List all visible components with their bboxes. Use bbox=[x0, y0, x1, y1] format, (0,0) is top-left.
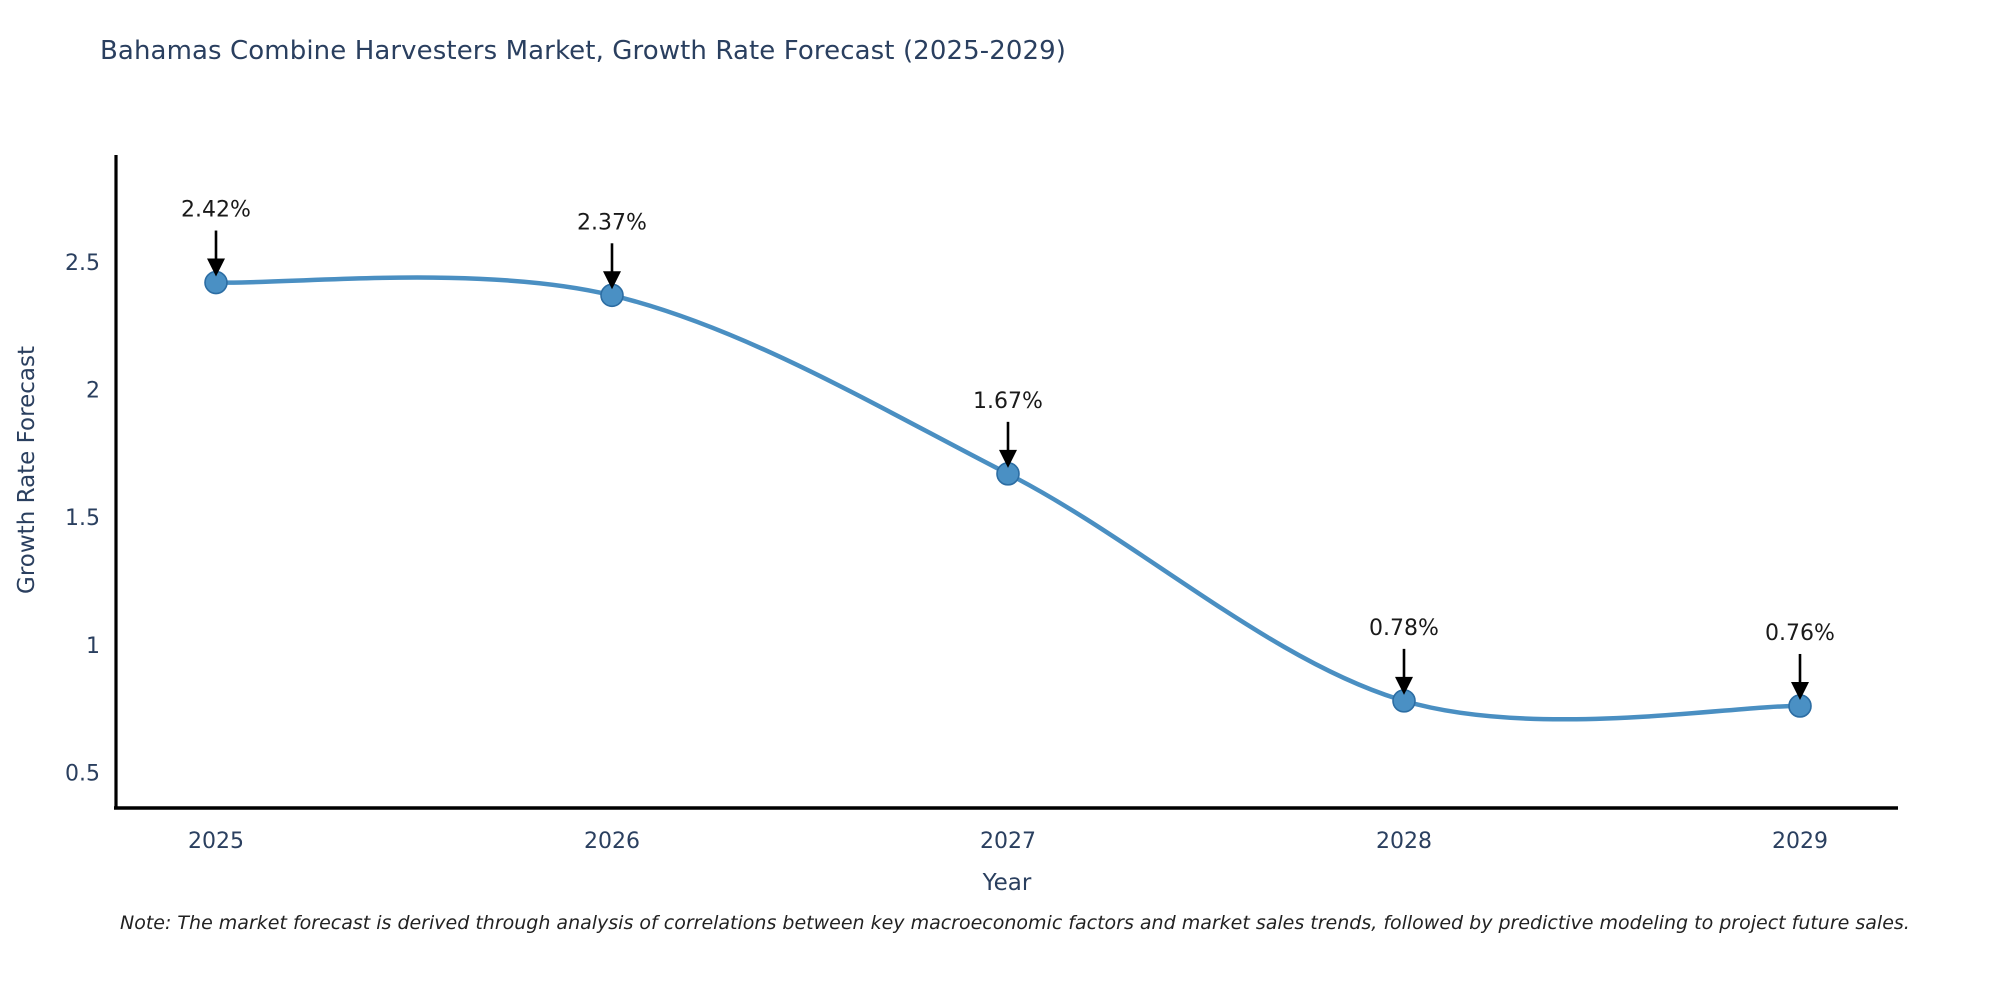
data-point-label: 0.76% bbox=[1765, 621, 1835, 646]
data-point-label: 1.67% bbox=[973, 389, 1043, 414]
y-tick-label: 1.5 bbox=[65, 506, 100, 531]
data-point-annotations: 2.42% 2.37% 1.67% 0.78% 0.76% bbox=[181, 198, 1835, 700]
chart-title: Bahamas Combine Harvesters Market, Growt… bbox=[100, 36, 1067, 66]
x-tick-label: 2028 bbox=[1376, 829, 1432, 854]
chart-note: Note: The market forecast is derived thr… bbox=[120, 912, 1910, 934]
annotation-arrow-head bbox=[603, 271, 621, 290]
data-point-label: 0.78% bbox=[1369, 616, 1439, 641]
annotation-arrow-head bbox=[999, 449, 1017, 468]
x-tick-label: 2025 bbox=[188, 829, 244, 854]
x-axis-tick-labels: 2025 2026 2027 2028 2029 bbox=[188, 829, 1828, 854]
x-tick-label: 2026 bbox=[584, 829, 640, 854]
x-axis-title: Year bbox=[982, 870, 1032, 896]
y-tick-label: 1 bbox=[86, 634, 100, 659]
y-axis-tick-labels: 2.5 2 1.5 1 0.5 bbox=[65, 251, 100, 786]
data-point-label: 2.37% bbox=[577, 210, 647, 235]
data-series-line bbox=[213, 275, 1803, 722]
annotation-arrow-head bbox=[1395, 676, 1413, 695]
y-tick-label: 2.5 bbox=[65, 251, 100, 276]
y-axis-title: Growth Rate Forecast bbox=[14, 346, 40, 594]
x-tick-label: 2027 bbox=[980, 829, 1036, 854]
y-tick-label: 0.5 bbox=[65, 761, 100, 786]
annotation-arrow-head bbox=[1791, 681, 1809, 700]
annotation-arrow-head bbox=[207, 258, 225, 277]
data-point-markers bbox=[204, 270, 1812, 718]
x-tick-label: 2029 bbox=[1772, 829, 1828, 854]
data-point-label: 2.42% bbox=[181, 198, 251, 223]
y-tick-label: 2 bbox=[86, 379, 100, 404]
